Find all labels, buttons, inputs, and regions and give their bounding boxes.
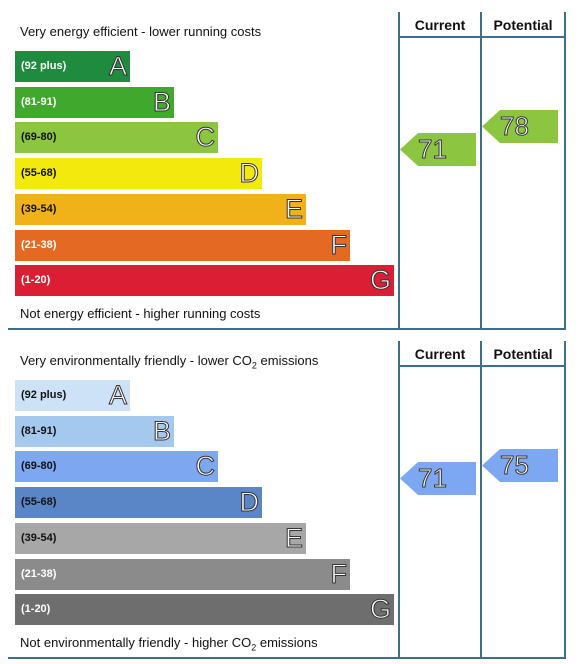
band-letter: G <box>369 594 391 625</box>
column-divider <box>564 341 566 657</box>
top-caption: Very environmentally friendly - lower CO… <box>20 353 318 371</box>
band-a: (92 plus) A <box>15 51 130 82</box>
current-arrow-shape <box>400 461 476 495</box>
band-letter: E <box>284 193 303 224</box>
top-caption: Very energy efficient - lower running co… <box>20 24 262 39</box>
column-divider <box>564 12 566 328</box>
column-divider <box>398 12 400 328</box>
band-letter: C <box>195 451 215 482</box>
band-e: (39-54) E <box>15 193 306 225</box>
band-range-label: (81-91) <box>21 95 57 108</box>
band-letter: C <box>195 122 215 153</box>
band-range-label: (1-20) <box>21 274 51 287</box>
band-b: (81-91) B <box>15 415 174 447</box>
column-divider <box>480 341 482 657</box>
band-range-label: (92 plus) <box>21 60 67 72</box>
column-divider <box>480 12 482 328</box>
band-g: (1-20) G <box>15 265 394 297</box>
band-range-label: (55-68) <box>21 167 57 180</box>
band-letter: B <box>152 86 171 117</box>
band-c: (69-80) C <box>15 122 218 154</box>
band-letter: B <box>152 415 171 446</box>
environmental-impact-chart: Current Potential Very environmentally f… <box>8 341 566 659</box>
band-range-label: (21-38) <box>21 238 57 251</box>
band-f: (21-38) F <box>15 558 350 590</box>
band-f: (21-38) F <box>15 229 350 261</box>
current-header: Current <box>414 17 466 33</box>
band-g: (1-20) G <box>15 594 394 626</box>
band-letter: D <box>239 158 259 189</box>
band-letter: A <box>108 380 127 411</box>
bottom-caption-suffix: emissions <box>256 635 318 650</box>
band-range-label: (39-54) <box>21 202 57 215</box>
band-range-label: (69-80) <box>21 460 57 473</box>
band-letter: A <box>108 51 127 82</box>
band-c: (69-80) C <box>15 451 218 483</box>
bottom-caption: Not environmentally friendly - higher CO… <box>20 635 318 653</box>
potential-arrow-shape <box>482 110 558 144</box>
band-range-label: (21-38) <box>21 567 57 580</box>
column-divider <box>398 341 400 657</box>
energy-efficiency-chart: Current Potential Very energy efficient … <box>8 12 566 330</box>
band-range-label: (81-91) <box>21 424 57 437</box>
band-d: (55-68) D <box>15 158 262 190</box>
top-caption-subscript: 2 <box>251 360 257 371</box>
band-letter: F <box>330 558 347 589</box>
header-rule <box>398 365 566 367</box>
band-range-label: (39-54) <box>21 531 57 544</box>
band-range-label: (69-80) <box>21 131 57 144</box>
band-range-label: (92 plus) <box>21 389 67 401</box>
band-range-label: (1-20) <box>21 603 51 616</box>
band-letter: F <box>330 229 347 260</box>
potential-header: Potential <box>493 17 553 33</box>
band-e: (39-54) E <box>15 522 306 554</box>
top-caption-suffix: emissions <box>256 353 319 368</box>
band-a: (92 plus) A <box>15 380 130 411</box>
current-header: Current <box>414 346 466 362</box>
band-range-label: (55-68) <box>21 496 57 509</box>
bottom-caption-text: Not environmentally friendly - higher CO <box>20 635 252 650</box>
bottom-caption: Not energy efficient - higher running co… <box>20 306 261 321</box>
top-caption-text: Very environmentally friendly - lower CO <box>20 353 252 368</box>
band-letter: G <box>369 265 391 296</box>
header-rule <box>398 36 566 38</box>
bottom-caption-subscript: 2 <box>251 642 257 653</box>
potential-header: Potential <box>493 346 553 362</box>
current-arrow-shape <box>400 132 476 166</box>
potential-arrow-shape <box>482 448 558 482</box>
band-letter: D <box>239 487 259 518</box>
band-d: (55-68) D <box>15 487 262 519</box>
band-b: (81-91) B <box>15 86 174 118</box>
band-letter: E <box>284 522 303 553</box>
